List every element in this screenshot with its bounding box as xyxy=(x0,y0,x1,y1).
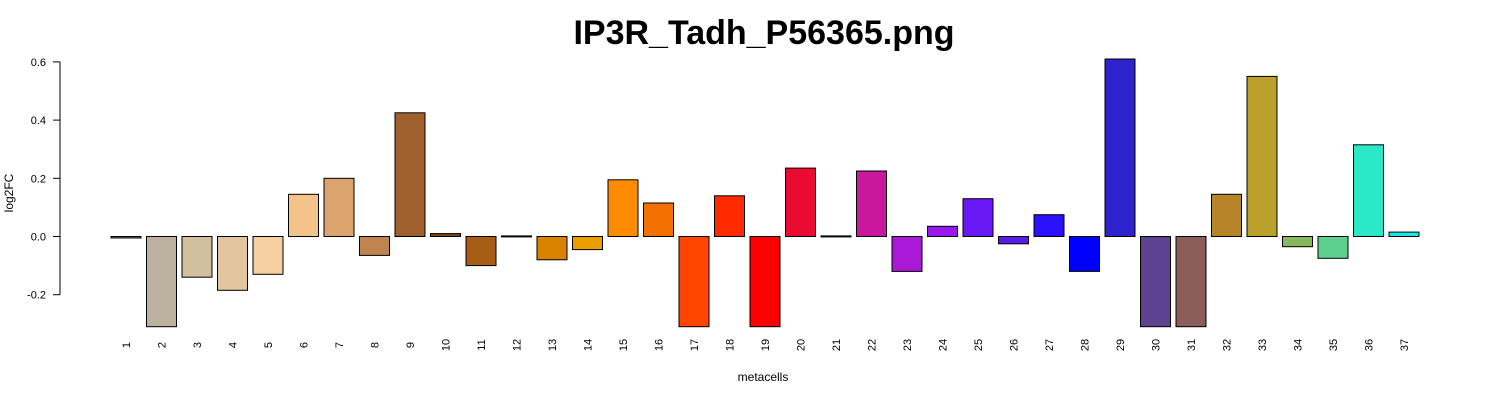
x-tick-label: 18 xyxy=(725,339,737,351)
x-tick-label: 17 xyxy=(689,339,701,351)
x-tick-label: 10 xyxy=(441,339,453,351)
x-tick-label: 2 xyxy=(157,342,169,348)
bar-25 xyxy=(962,198,994,237)
x-tick-label: 19 xyxy=(760,339,772,351)
x-tick-label: 22 xyxy=(867,339,879,351)
x-tick-label: 14 xyxy=(583,339,595,351)
bar-11 xyxy=(465,236,497,267)
x-tick-label: 15 xyxy=(618,339,630,351)
bar-5 xyxy=(252,236,284,275)
x-tick-label: 28 xyxy=(1080,339,1092,351)
bar-37 xyxy=(1388,231,1420,238)
bar-18 xyxy=(714,195,745,238)
x-tick-labels: 1 2 3 4 5 6 7 8 9 10 11 12 13 14 15 16 17 18 19 20 21 22 23 24 2… xyxy=(121,339,1411,351)
x-tick-label: 9 xyxy=(405,342,417,348)
y-tick-label: 0.4 xyxy=(31,115,46,127)
x-tick-label: 16 xyxy=(654,339,666,351)
x-tick-label: 4 xyxy=(228,342,240,348)
x-tick-label: 21 xyxy=(831,339,843,351)
x-axis-label: metacells xyxy=(738,370,789,384)
bar-30 xyxy=(1140,236,1171,328)
x-tick-label: 27 xyxy=(1044,339,1056,351)
y-axis: -0.2 0.0 0.2 0.4 0.6 xyxy=(27,57,61,302)
x-tick-label: 30 xyxy=(1151,339,1163,351)
bar-34 xyxy=(1282,236,1313,248)
bar-32 xyxy=(1211,193,1242,238)
bar-21 xyxy=(820,235,852,238)
y-tick-label: 0.6 xyxy=(31,57,46,69)
bar-14 xyxy=(572,236,603,251)
x-tick-label: 8 xyxy=(370,342,382,348)
x-tick-label: 25 xyxy=(973,339,985,351)
x-tick-label: 5 xyxy=(263,342,275,348)
y-tick-label: 0.0 xyxy=(31,232,46,244)
y-tick-label: -0.2 xyxy=(27,290,46,302)
x-tick-label: 35 xyxy=(1328,339,1340,351)
bar-19 xyxy=(749,236,781,328)
bar-23 xyxy=(891,236,923,272)
x-tick-label: 1 xyxy=(121,342,133,348)
x-tick-label: 33 xyxy=(1257,339,1269,351)
x-tick-label: 6 xyxy=(299,342,311,348)
bar-10 xyxy=(430,233,461,238)
x-tick-label: 34 xyxy=(1293,339,1305,351)
y-tick-label: 0.2 xyxy=(31,173,46,185)
bar-16 xyxy=(643,202,674,237)
bar-26 xyxy=(998,236,1029,245)
x-tick-label: 26 xyxy=(1009,339,1021,351)
x-tick-label: 37 xyxy=(1399,339,1411,351)
bar-20 xyxy=(785,167,816,238)
bar-12 xyxy=(501,235,532,238)
x-tick-label: 36 xyxy=(1364,339,1376,351)
bar-17 xyxy=(678,236,710,328)
bar-33 xyxy=(1246,75,1278,238)
bar-6 xyxy=(288,193,319,238)
bar-8 xyxy=(359,236,390,256)
chart-title: IP3R_Tadh_P56365.png xyxy=(573,14,954,52)
x-tick-label: 29 xyxy=(1115,339,1127,351)
bar-29 xyxy=(1104,58,1136,237)
bar-13 xyxy=(536,236,568,261)
x-tick-label: 7 xyxy=(334,342,346,348)
y-axis-label: log2FC xyxy=(2,173,16,212)
x-tick-label: 3 xyxy=(192,342,204,348)
x-tick-label: 12 xyxy=(512,339,524,351)
x-tick-label: 32 xyxy=(1222,339,1234,351)
bar-9 xyxy=(394,112,426,237)
bar-35 xyxy=(1317,236,1349,259)
bar-2 xyxy=(146,236,177,328)
x-tick-label: 11 xyxy=(476,339,488,350)
bar-4 xyxy=(217,236,248,291)
bar-24 xyxy=(927,225,958,238)
x-tick-label: 31 xyxy=(1186,339,1198,351)
x-tick-label: 20 xyxy=(796,339,808,351)
bar-7 xyxy=(323,177,355,238)
bars-group xyxy=(110,58,1420,328)
bar-15 xyxy=(607,179,639,238)
bar-36 xyxy=(1353,144,1384,237)
bar-31 xyxy=(1175,236,1207,328)
bar-28 xyxy=(1069,236,1100,272)
bar-1 xyxy=(110,236,142,239)
bar-27 xyxy=(1033,214,1065,237)
x-tick-label: 23 xyxy=(902,339,914,351)
x-tick-label: 24 xyxy=(938,339,950,351)
x-tick-label: 13 xyxy=(547,339,559,351)
bar-3 xyxy=(181,236,213,278)
bar-22 xyxy=(856,170,887,237)
